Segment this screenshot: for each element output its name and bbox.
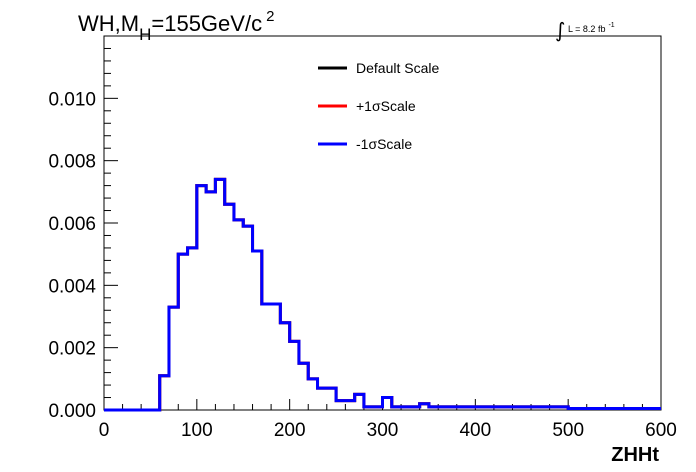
y-tick-label: 0.010 [48, 89, 96, 110]
legend-label-2: -1σScale [356, 136, 412, 152]
axes: 0 100 200 300 400 500 600 0.000 0.002 0.004 0.006 0… [48, 35, 677, 441]
title-subscript: H [139, 25, 151, 44]
lumi-text: L = 8.2 fb [568, 24, 605, 34]
histogram-series [104, 177, 661, 412]
legend: Default Scale +1σScale -1σScale [318, 60, 439, 152]
series-line-1 [104, 177, 661, 412]
x-tick-label: 400 [459, 420, 491, 441]
series-line-0 [104, 177, 661, 412]
x-tick-label: 600 [645, 420, 677, 441]
lumi-label: L = 8.2 fb -1 [568, 22, 615, 34]
title-main: =155GeV/c [151, 11, 262, 36]
x-tick-label: 300 [367, 420, 399, 441]
title-superscript: 2 [266, 8, 274, 25]
y-tick-label: 0.000 [48, 401, 96, 422]
title-prefix: WH,M [78, 11, 139, 36]
plot-frame [103, 35, 662, 411]
x-tick-label: 200 [274, 420, 306, 441]
y-tick-label: 0.006 [48, 214, 96, 235]
chart-title: WH,MH=155GeV/c 2 [78, 8, 274, 44]
x-tick-label: 0 [99, 420, 110, 441]
y-tick-label: 0.002 [48, 339, 96, 360]
lumi-integral-symbol: ∫ [555, 18, 565, 42]
x-tick-label: 500 [552, 420, 584, 441]
y-tick-label: 0.008 [48, 152, 96, 173]
legend-label-1: +1σScale [356, 98, 416, 114]
series-line-2 [104, 177, 661, 412]
x-tick-label: 100 [181, 420, 213, 441]
legend-label-0: Default Scale [356, 60, 439, 76]
y-tick-label: 0.004 [48, 276, 96, 297]
x-axis-title: ZHHt [611, 444, 659, 466]
lumi-superscript: -1 [608, 22, 614, 29]
